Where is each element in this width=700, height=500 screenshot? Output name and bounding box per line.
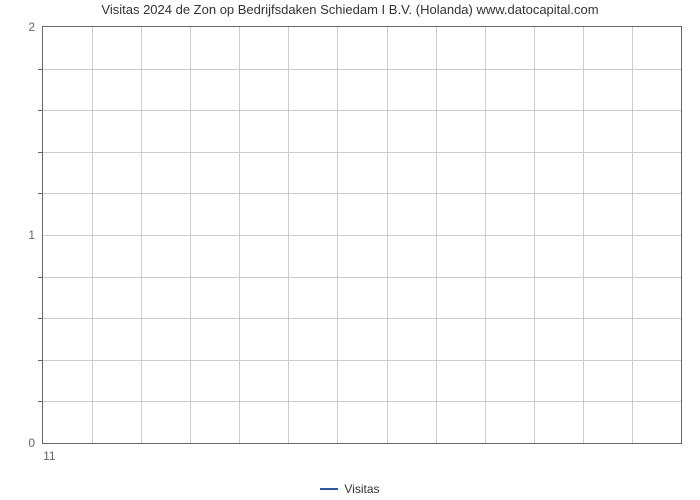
gridline-v: [485, 27, 486, 443]
y-tick-label: 2: [28, 20, 35, 34]
gridline-h: [43, 235, 681, 236]
gridline-v: [632, 27, 633, 443]
gridline-h: [43, 277, 681, 278]
y-minor-tick: [38, 152, 43, 153]
gridline-v: [387, 27, 388, 443]
gridline-h: [43, 401, 681, 402]
gridline-v: [190, 27, 191, 443]
y-tick-label: 1: [28, 228, 35, 242]
y-minor-tick: [38, 401, 43, 402]
gridline-h: [43, 69, 681, 70]
legend-label: Visitas: [344, 482, 379, 496]
legend: Visitas: [0, 481, 700, 496]
gridline-h: [43, 193, 681, 194]
y-minor-tick: [38, 277, 43, 278]
gridline-v: [337, 27, 338, 443]
y-minor-tick: [38, 318, 43, 319]
y-minor-tick: [38, 193, 43, 194]
gridline-h: [43, 318, 681, 319]
gridline-v: [141, 27, 142, 443]
gridline-v: [583, 27, 584, 443]
y-minor-tick: [38, 360, 43, 361]
y-tick-label: 0: [28, 436, 35, 450]
y-minor-tick: [38, 110, 43, 111]
y-minor-tick: [38, 69, 43, 70]
gridline-v: [436, 27, 437, 443]
gridline-v: [534, 27, 535, 443]
gridline-v: [239, 27, 240, 443]
gridline-h: [43, 152, 681, 153]
plot-area: 01211: [42, 26, 682, 444]
visits-chart: Visitas 2024 de Zon op Bedrijfsdaken Sch…: [0, 0, 700, 500]
gridline-h: [43, 110, 681, 111]
gridline-h: [43, 360, 681, 361]
chart-title: Visitas 2024 de Zon op Bedrijfsdaken Sch…: [0, 2, 700, 17]
gridline-v: [288, 27, 289, 443]
gridline-v: [92, 27, 93, 443]
x-tick-label: 11: [43, 449, 55, 463]
legend-swatch: [320, 488, 338, 490]
